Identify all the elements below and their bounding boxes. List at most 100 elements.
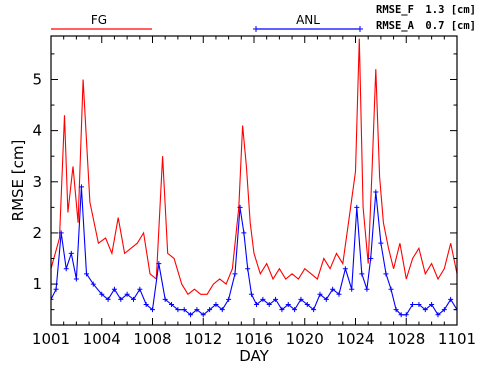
stat-label: RMSE_F	[376, 4, 414, 16]
series-point-anl	[150, 307, 155, 313]
series-point-anl	[298, 296, 304, 302]
legend: FG ANL RMSE_F 1.3 [cm] RMSE_A 0.7 [cm]	[51, 4, 476, 32]
series-point-anl	[90, 281, 96, 287]
series-point-anl	[130, 296, 136, 302]
series-point-anl	[241, 230, 247, 236]
series-point-anl	[273, 296, 279, 302]
series-point-anl	[254, 302, 260, 308]
series-point-anl	[383, 271, 389, 277]
y-tick-label: 4	[32, 122, 42, 140]
series-point-anl	[237, 204, 243, 210]
series-point-anl	[162, 296, 168, 302]
series-point-anl	[248, 291, 254, 297]
series-point-anl	[143, 302, 149, 308]
series-point-anl	[393, 307, 399, 313]
x-tick-label: 1024	[336, 330, 374, 348]
legend-marker-anl	[357, 26, 363, 32]
x-tick-label: 1020	[286, 330, 324, 348]
series-point-anl	[330, 286, 336, 292]
legend-label-anl: ANL	[296, 13, 320, 27]
series-point-anl	[213, 302, 219, 308]
x-tick-label: 1028	[387, 330, 425, 348]
series-point-anl	[53, 286, 59, 292]
series-point-anl	[63, 266, 69, 272]
series-point-anl	[207, 307, 213, 313]
legend-marker-anl	[253, 26, 259, 32]
plot-area	[51, 38, 457, 318]
series-point-anl	[266, 302, 272, 308]
series-point-anl	[118, 296, 124, 302]
series-point-anl	[349, 286, 355, 292]
series-point-anl	[99, 291, 105, 297]
series-point-anl	[304, 302, 310, 308]
series-point-anl	[448, 296, 454, 302]
series-point-anl	[169, 302, 175, 308]
axis-labels: 1001 1004 1008 1012 1016 1020 1024 1028 1101 1 2 3 4…	[9, 70, 476, 365]
series-point-anl	[194, 307, 200, 313]
series-point-anl	[323, 296, 329, 302]
series-point-anl	[388, 286, 394, 292]
series-point-anl	[416, 302, 422, 308]
y-tick-label: 5	[32, 70, 42, 88]
series-point-anl	[368, 256, 374, 262]
series-point-anl	[124, 291, 130, 297]
series-point-anl	[364, 286, 370, 292]
series-point-anl	[311, 307, 317, 313]
y-tick-label: 1	[32, 275, 42, 293]
series-point-anl	[378, 240, 384, 246]
series-point-anl	[403, 312, 409, 318]
series-point-anl	[111, 286, 117, 292]
series-line-anl	[51, 186, 457, 316]
series-point-anl	[429, 302, 435, 308]
series-point-anl	[68, 250, 74, 256]
series-point-anl	[317, 291, 323, 297]
series-point-anl	[78, 184, 84, 190]
series-point-anl	[188, 312, 194, 318]
series-point-anl	[279, 307, 285, 313]
series-point-anl	[245, 266, 251, 272]
series-point-anl	[342, 266, 348, 272]
series-point-anl	[292, 307, 298, 313]
series-point-anl	[226, 296, 232, 302]
series-point-anl	[84, 271, 90, 277]
x-tick-label: 1004	[83, 330, 121, 348]
series-point-anl	[175, 307, 181, 313]
y-tick-label: 3	[32, 173, 42, 191]
series-point-anl	[137, 286, 143, 292]
x-tick-label: 1001	[32, 330, 70, 348]
axis-ticks	[50, 36, 458, 325]
series-point-anl	[219, 307, 225, 313]
series-point-anl	[58, 230, 64, 236]
series-point-anl	[410, 302, 416, 308]
series-point-anl	[398, 312, 404, 318]
x-tick-label: 1016	[235, 330, 273, 348]
series-point-anl	[156, 261, 162, 267]
series-line-fg	[51, 38, 457, 296]
y-tick-label: 2	[32, 224, 42, 242]
series-point-anl	[181, 307, 187, 313]
series-point-anl	[354, 204, 360, 210]
x-axis-title: DAY	[239, 347, 269, 365]
series-point-anl	[285, 302, 291, 308]
x-tick-label: 1008	[133, 330, 171, 348]
stat-value: 0.7 [cm]	[425, 20, 476, 32]
series-point-anl	[232, 271, 238, 277]
legend-label-fg: FG	[91, 13, 107, 27]
series-point-anl	[200, 312, 206, 318]
series-point-anl	[359, 271, 365, 277]
series-point-anl	[73, 276, 79, 282]
series-point-anl	[435, 312, 441, 318]
series-point-anl	[105, 296, 111, 302]
series-point-anl	[441, 307, 447, 313]
series-point-anl	[373, 189, 379, 195]
stat-label: RMSE_A	[376, 20, 415, 32]
x-tick-label: 1012	[184, 330, 222, 348]
x-tick-label: 1101	[438, 330, 476, 348]
series-point-anl	[51, 296, 54, 302]
y-axis-title: RMSE [cm]	[9, 140, 27, 222]
stat-value: 1.3 [cm]	[425, 4, 476, 16]
series-point-anl	[336, 291, 342, 297]
series-point-anl	[260, 296, 266, 302]
series-point-anl	[422, 307, 428, 313]
